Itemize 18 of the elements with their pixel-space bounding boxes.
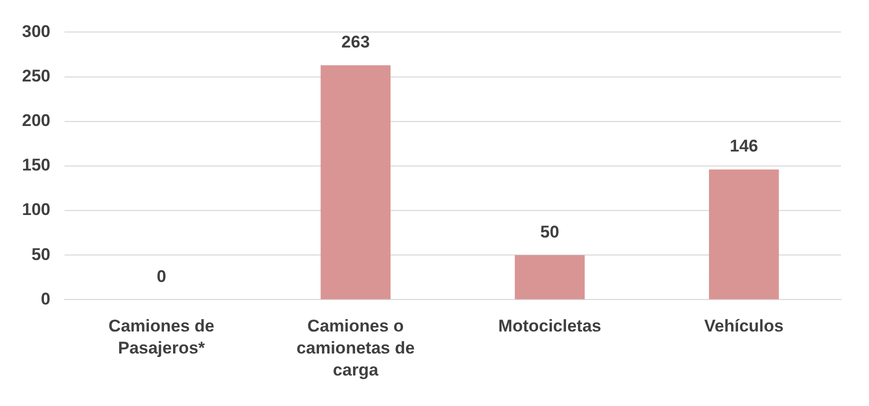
y-tick-label: 150: [22, 156, 50, 175]
bar: [514, 255, 585, 300]
data-label: 0: [156, 266, 166, 286]
x-tick-label: Motocicletas: [498, 316, 602, 336]
y-tick-label: 0: [40, 289, 50, 308]
bar: [708, 170, 779, 300]
data-label: 50: [540, 222, 560, 242]
y-tick-label: 300: [22, 22, 50, 41]
y-tick-label: 100: [22, 200, 50, 220]
y-tick-label: 200: [22, 111, 50, 130]
data-label: 263: [341, 32, 370, 52]
x-tick-label: Camiones de Pasajeros*: [108, 316, 214, 358]
x-tick-label: Vehículos: [704, 316, 784, 336]
x-tick-label: Camiones o camionetas de carga: [296, 316, 415, 380]
data-label: 146: [730, 136, 758, 156]
bar: [320, 65, 391, 300]
y-tick-label: 250: [22, 66, 50, 86]
y-tick-label: 50: [31, 244, 50, 264]
